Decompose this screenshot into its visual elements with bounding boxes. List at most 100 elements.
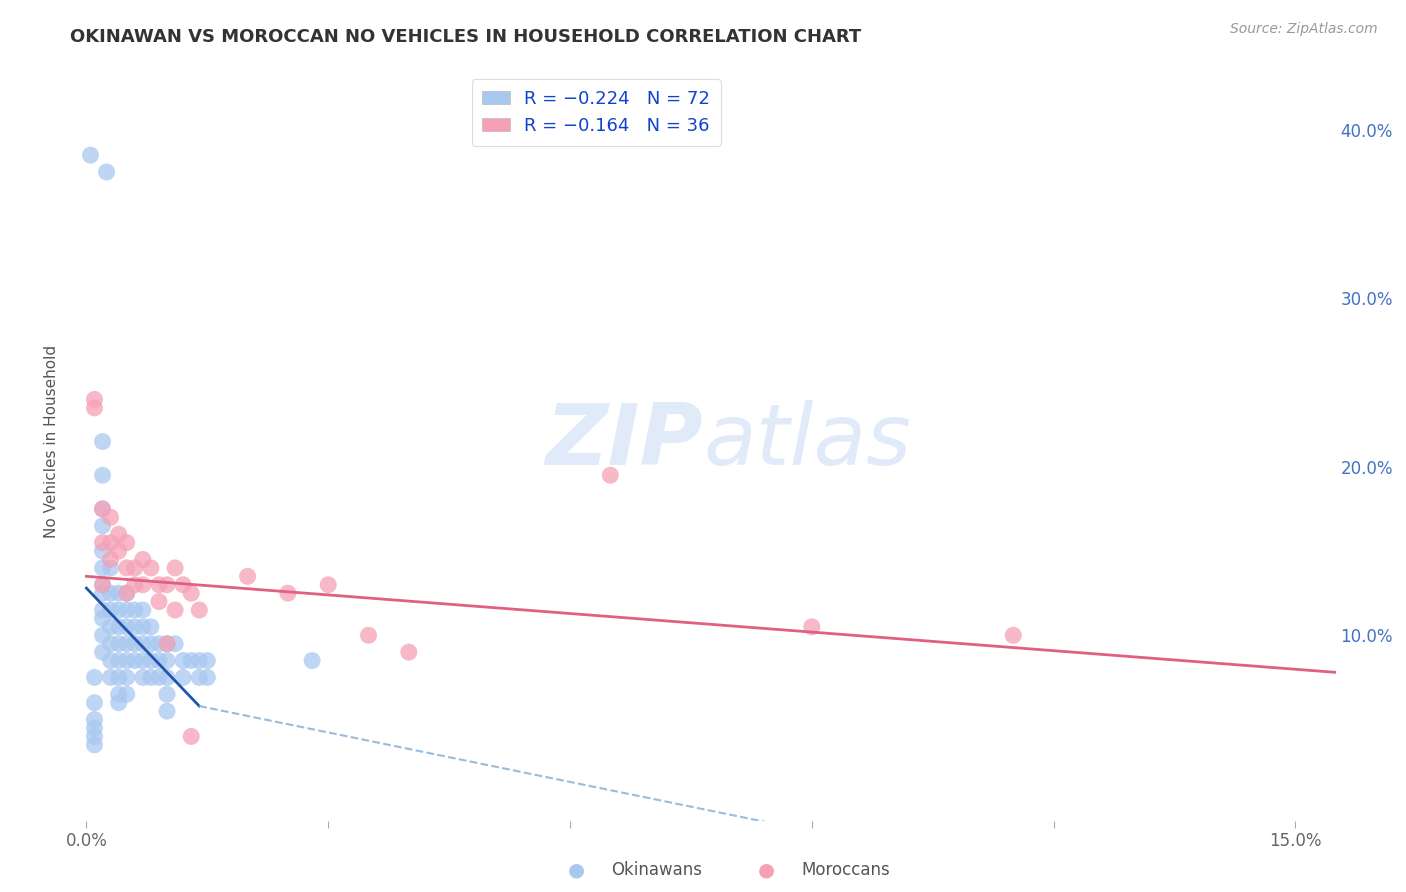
Point [124,561,146,575]
Point [107,544,129,558]
Point [236,569,259,583]
Point [800,620,823,634]
Legend: R = −0.224   N = 72, R = −0.164   N = 36: R = −0.224 N = 72, R = −0.164 N = 36 [471,79,721,145]
Point [132,603,155,617]
Point [91,603,114,617]
Point [83,392,105,407]
Point [124,654,146,668]
Point [83,738,105,752]
Point [165,637,187,651]
Point [100,620,122,634]
Point [96,165,118,179]
Point [115,670,138,684]
Point [124,620,146,634]
Point [148,594,170,608]
Point [91,502,114,516]
Point [124,578,146,592]
Point [83,696,105,710]
Point [132,637,155,651]
Point [91,586,114,600]
Point [100,535,122,549]
Point [100,552,122,566]
Point [115,535,138,549]
Point [91,561,114,575]
Point [83,670,105,684]
Point [156,578,179,592]
Text: Source: ZipAtlas.com: Source: ZipAtlas.com [1230,22,1378,37]
Point [148,637,170,651]
Point [100,654,122,668]
Point [107,603,129,617]
Point [195,670,218,684]
Point [100,561,122,575]
Point [156,637,179,651]
Point [91,628,114,642]
Point [115,586,138,600]
Point [124,603,146,617]
Point [115,637,138,651]
Point [107,670,129,684]
Point [107,654,129,668]
Point [79,148,101,162]
Text: OKINAWAN VS MOROCCAN NO VEHICLES IN HOUSEHOLD CORRELATION CHART: OKINAWAN VS MOROCCAN NO VEHICLES IN HOUS… [70,28,862,45]
Point [91,518,114,533]
Point [139,620,162,634]
Point [195,654,218,668]
Point [165,603,187,617]
Point [107,620,129,634]
Point [188,603,211,617]
Point [83,713,105,727]
Point [148,578,170,592]
Point [83,401,105,415]
Point [156,704,179,718]
Point [316,578,339,592]
Point [107,586,129,600]
Point [132,578,155,592]
Y-axis label: No Vehicles in Household: No Vehicles in Household [44,345,59,538]
Point [301,654,323,668]
Point [115,586,138,600]
Point [100,510,122,524]
Point [156,637,179,651]
Point [139,670,162,684]
Text: ●: ● [568,860,585,880]
Point [156,654,179,668]
Point [91,578,114,592]
Point [139,637,162,651]
Point [91,611,114,625]
Text: ZIP: ZIP [546,400,703,483]
Point [188,654,211,668]
Point [172,670,194,684]
Point [91,468,114,483]
Point [139,654,162,668]
Point [156,670,179,684]
Point [91,645,114,659]
Point [180,654,202,668]
Point [115,654,138,668]
Text: Moroccans: Moroccans [801,861,890,879]
Point [132,654,155,668]
Point [107,696,129,710]
Point [115,620,138,634]
Text: Okinawans: Okinawans [612,861,703,879]
Point [100,586,122,600]
Point [100,637,122,651]
Point [180,730,202,744]
Point [124,637,146,651]
Point [148,670,170,684]
Point [1002,628,1025,642]
Point [148,654,170,668]
Point [132,620,155,634]
Point [132,670,155,684]
Point [91,434,114,449]
Point [100,670,122,684]
Point [91,578,114,592]
Point [115,603,138,617]
Point [100,603,122,617]
Point [115,687,138,701]
Point [172,578,194,592]
Point [107,637,129,651]
Point [115,561,138,575]
Point [180,586,202,600]
Point [156,687,179,701]
